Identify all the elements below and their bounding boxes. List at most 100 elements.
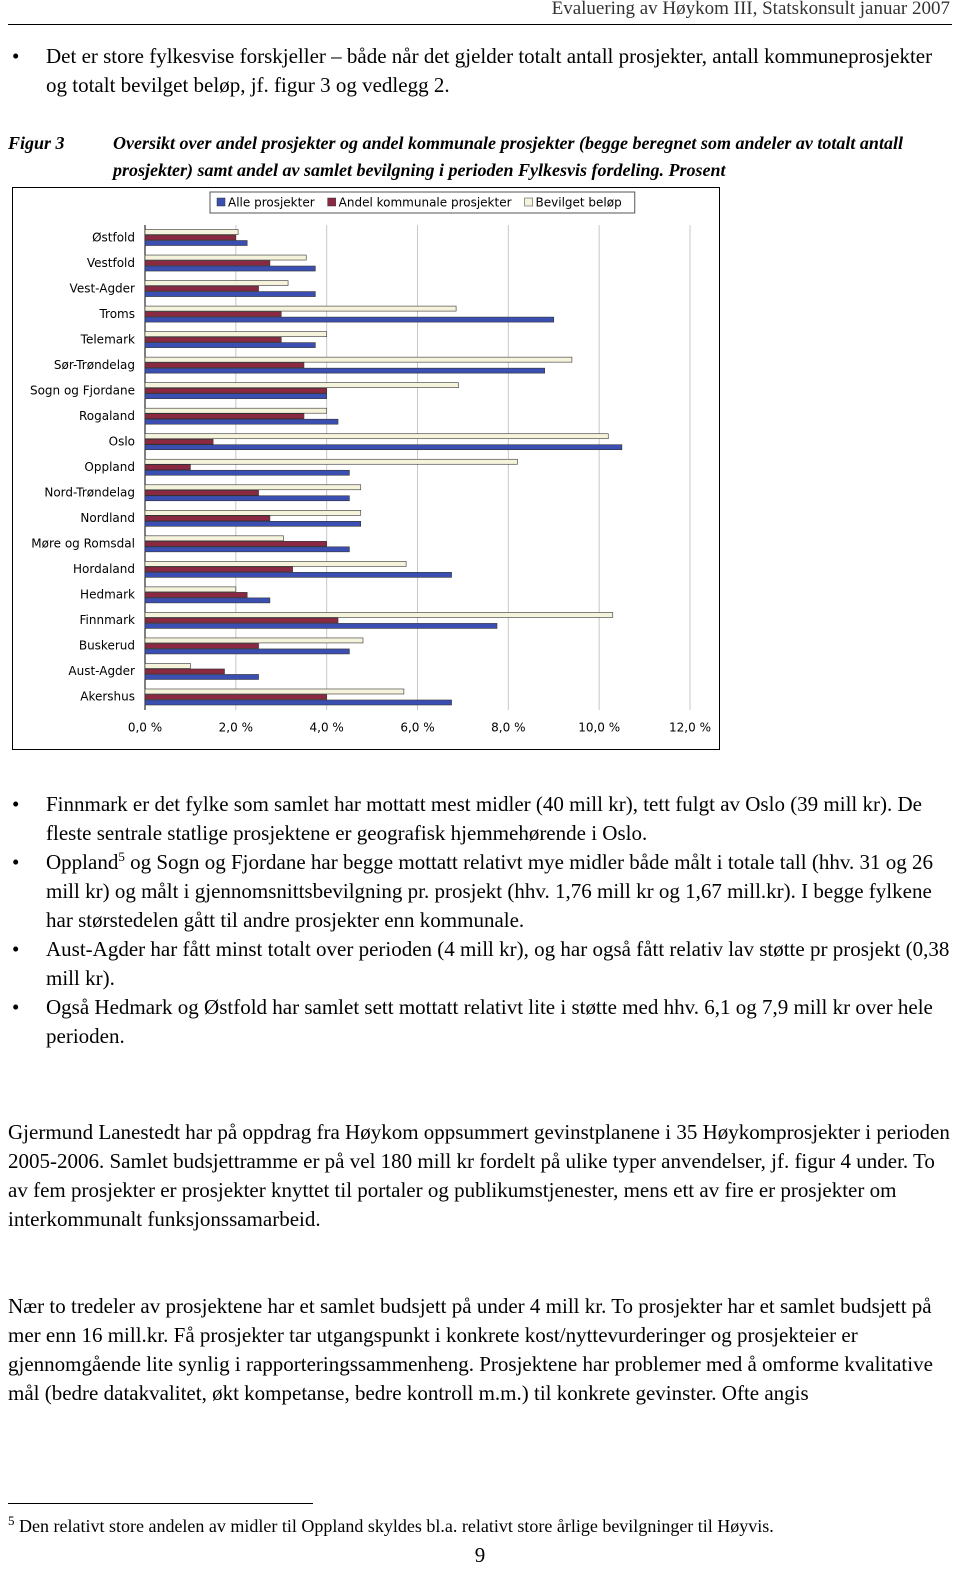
x-tick-label: 4,0 % — [310, 721, 344, 735]
bar — [144, 387, 327, 394]
header-rule — [8, 24, 952, 25]
bar — [144, 668, 225, 675]
bar — [144, 464, 191, 471]
y-tick-label: Buskerud — [79, 639, 135, 653]
bar — [144, 382, 459, 388]
bar — [144, 433, 609, 440]
bar — [144, 694, 327, 700]
bar — [144, 495, 350, 502]
footnote-number: 5 — [8, 1513, 15, 1528]
bar — [144, 229, 239, 235]
y-tick-label: Sør-Trøndelag — [54, 358, 135, 372]
bar — [144, 265, 316, 272]
bar — [144, 469, 350, 476]
bullet-list: • Finnmark er det fylke som samlet har mo… — [12, 790, 951, 1051]
bar — [144, 444, 623, 451]
bullet: • Det er store fylkesvise forskjeller – b… — [12, 44, 933, 97]
x-tick-label: 2,0 % — [219, 721, 253, 735]
y-tick-label: Vest-Agder — [70, 281, 136, 295]
bar — [144, 336, 282, 343]
bar — [144, 515, 271, 522]
bar — [144, 535, 284, 542]
bar — [144, 418, 339, 425]
footnote: 5 Den relativt store andelen av midler t… — [8, 1513, 954, 1537]
figure-label: Figur 3 — [8, 133, 65, 153]
legend-swatch — [524, 197, 533, 207]
bar — [144, 597, 271, 604]
y-tick-label: Vestfold — [87, 256, 135, 270]
bar — [144, 663, 191, 669]
y-tick-label: Nord-Trøndelag — [44, 486, 135, 500]
bar — [144, 367, 545, 374]
paragraph: Gjermund Lanestedt har på oppdrag fra Hø… — [8, 1120, 950, 1231]
bar — [144, 541, 327, 547]
bullet: • Finnmark er det fylke som samlet har mo… — [12, 792, 922, 845]
y-tick-label: Akershus — [80, 690, 135, 704]
bullet-text: Oppland — [46, 850, 119, 874]
bar — [144, 546, 350, 553]
bar — [144, 637, 364, 644]
bar — [144, 240, 248, 246]
x-tick-label: 12,0 % — [669, 721, 711, 735]
bar — [144, 234, 237, 241]
bar — [144, 484, 362, 491]
bar — [144, 254, 307, 261]
figure-caption: Oversikt over andel prosjekter og andel … — [113, 133, 903, 180]
y-tick-label: Hedmark — [80, 588, 135, 602]
bar — [144, 260, 271, 266]
bar — [144, 280, 289, 286]
chart: 0,0 % 2,0 % 4,0 % 6,0 % 8,0 % 10,0 % 12,0 % All… — [12, 187, 720, 750]
page-number: 9 — [474, 1543, 486, 1567]
bar — [144, 648, 350, 655]
bar — [144, 413, 305, 419]
y-tick-label: Hordaland — [73, 562, 135, 576]
bullet-text: Finnmark er det fylke som samlet har mot… — [46, 792, 922, 845]
chart-frame — [12, 187, 720, 750]
bar — [144, 674, 259, 680]
bar — [144, 311, 282, 317]
bar — [144, 572, 452, 578]
bar — [144, 458, 518, 465]
paragraph: Nær to tredeler av prosjektene har et sa… — [8, 1294, 933, 1405]
legend-label: Alle prosjekter — [228, 196, 315, 210]
bar — [144, 561, 407, 567]
footnote-ref: 5 — [118, 849, 125, 864]
y-tick-label: Nordland — [80, 511, 135, 525]
bar — [144, 688, 405, 695]
bar — [144, 285, 259, 292]
bar — [144, 438, 214, 445]
y-tick-label: Aust-Agder — [68, 664, 135, 678]
legend-swatch — [216, 197, 226, 207]
legend-label: Bevilget beløp — [536, 196, 622, 210]
bullet-text: Aust-Agder har fått minst totalt over pe… — [46, 937, 950, 990]
bar — [144, 566, 293, 573]
bar — [144, 489, 259, 496]
bullet-text: og Sogn og Fjordane har begge mottatt re… — [46, 850, 933, 932]
bullet-text: Det er store fylkesvise forskjeller – bå… — [46, 44, 933, 97]
y-tick-label: Troms — [98, 307, 135, 321]
bar — [144, 612, 614, 618]
bar — [144, 623, 498, 629]
legend-swatch — [327, 197, 336, 207]
bar — [144, 643, 259, 649]
bullet: • Aust-Agder har fått minst totalt over p… — [12, 937, 950, 990]
bar — [144, 316, 555, 323]
y-tick-label: Rogaland — [79, 409, 135, 423]
bar — [144, 342, 316, 348]
header: Evaluering av Høykom III, Statskonsult j… — [551, 0, 950, 19]
y-tick-label: Oppland — [84, 460, 135, 474]
bar — [144, 407, 327, 414]
bar — [144, 699, 452, 706]
y-tick-label: Oslo — [109, 434, 135, 448]
bar — [144, 362, 305, 368]
y-tick-label: Sogn og Fjordane — [30, 383, 135, 397]
bar — [144, 586, 237, 593]
bar — [144, 331, 327, 337]
y-tick-label: Møre og Romsdal — [31, 537, 135, 551]
bullet: • Også Hedmark og Østfold har samlet sett… — [12, 995, 933, 1048]
x-tick-label: 10,0 % — [578, 721, 620, 735]
x-tick-label: 8,0 % — [491, 721, 525, 735]
x-tick-label: 0,0 % — [128, 721, 162, 735]
bar — [144, 305, 457, 312]
